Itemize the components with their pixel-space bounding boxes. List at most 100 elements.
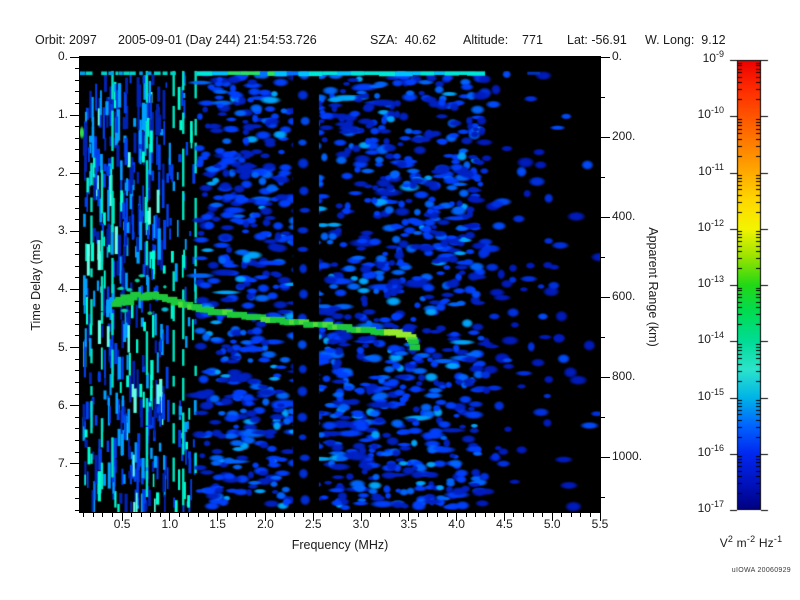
y-axis-tick [70,405,79,407]
x-axis-minor-tick [513,513,515,517]
y-axis-minor-tick [75,149,79,151]
x-axis-minor-tick [188,513,190,517]
x-axis-minor-tick [274,513,276,517]
x-axis-minor-tick [245,513,247,517]
y-axis-minor-tick [75,242,79,244]
x-axis-minor-tick [532,513,534,517]
x-axis-minor-tick [427,513,429,517]
y-axis-minor-tick [75,277,79,279]
x-axis-title: Frequency (MHz) [291,538,389,552]
x-axis-tick [360,513,362,521]
x-axis-tick-label: 0.5 [113,517,131,531]
x-axis-minor-tick [417,513,419,517]
y-axis-minor-tick [75,358,79,360]
colorbar-tick-label: 10-13 [697,274,724,291]
x-axis-minor-tick [92,513,94,517]
x-axis-minor-tick [437,513,438,517]
x-axis-minor-tick [561,513,563,517]
y-axis-tick-label: 6. [57,397,68,412]
header-sza: SZA: 40.62 [370,33,437,47]
x-axis-tick-label: 1.5 [209,517,226,531]
y-axis-tick [70,347,79,349]
y-axis-minor-tick [75,428,79,430]
y2-axis-minor-tick [601,416,605,418]
x-axis-minor-tick [322,513,324,517]
y-axis-tick-label: 7. [57,455,68,470]
x-axis-minor-tick [398,513,400,517]
y2-axis-tick [601,456,610,458]
x-axis-minor-tick [255,513,257,517]
x-axis-minor-tick [112,513,113,517]
y-axis-minor-tick [75,300,79,302]
y2-axis-tick-label: 400. [612,209,636,223]
header-latitude: Lat: -56.91 [567,33,627,47]
x-axis-tick-label: 5.5 [591,517,609,531]
y-axis-minor-tick [75,195,79,197]
x-axis-tick-label: 2.5 [304,517,322,531]
x-axis-minor-tick [331,513,333,517]
y-axis-tick [70,114,79,116]
x-axis-minor-tick [178,513,180,517]
y-axis-minor-tick [75,474,79,476]
y-axis-minor-tick [75,393,79,395]
y-axis-minor-tick [75,486,79,488]
x-axis-minor-tick [494,513,496,517]
x-axis-minor-tick [284,513,286,517]
y-axis-minor-tick [75,265,79,267]
x-axis-minor-tick [83,513,85,517]
y-axis-tick-label: 0. [57,49,68,63]
y-axis-minor-tick [75,254,79,256]
credit-text: uIOWA 20060929 [731,567,791,574]
x-axis-minor-tick [370,513,372,517]
y2-axis-minor-tick [601,96,605,98]
x-axis-tick [503,513,505,521]
header-datetime: 2005-09-01 (Day 244) 21:54:53.726 [118,33,317,47]
y-axis-minor-tick [75,184,79,186]
colorbar-tick-label: 10-11 [698,161,724,178]
x-axis-tick [264,513,266,521]
y2-axis-tick [601,376,610,378]
y2-axis-tick [601,216,610,218]
colorbar-tick-label: 10-16 [697,442,724,459]
x-axis-tick [408,513,410,521]
colorbar-tick-label: 10-10 [697,105,724,122]
x-axis-minor-tick [465,513,467,517]
y2-axis-tick-label: 0. [612,49,623,63]
y-axis-tick [70,56,79,58]
y-axis-tick [70,172,79,174]
y-axis-minor-tick [75,312,79,314]
y-axis-tick-label: 4. [57,281,68,296]
x-axis-minor-tick [131,513,133,517]
y-axis-minor-tick [75,161,79,163]
x-axis-tick [169,513,171,521]
y-axis-minor-tick [75,79,79,81]
x-axis-tick-label: 4.0 [448,517,465,531]
y2-axis-minor-tick [601,496,605,498]
y-axis-tick-label: 3. [57,223,68,238]
y-axis-minor-tick [75,126,79,128]
header-longitude: W. Long: 9.12 [645,33,726,47]
y2-axis-minor-tick [601,176,605,178]
header-altitude: Altitude: 771 [463,33,543,47]
colorbar-tick-label: 10-9 [702,49,724,66]
y2-axis-minor-tick [601,336,605,338]
x-axis-minor-tick [475,513,477,517]
y-axis-minor-tick [75,335,79,337]
x-axis-tick-label: 2.0 [257,517,274,531]
y-axis-tick-label: 1. [57,107,68,122]
x-axis-minor-tick [379,513,381,517]
x-axis-minor-tick [226,513,228,517]
colorbar-units: V2 m-2 Hz-1 [719,534,783,551]
x-axis-tick [121,513,123,521]
y-axis-minor-tick [75,416,79,418]
y-axis-tick [70,230,79,232]
x-axis-tick-label: 3.0 [352,517,370,531]
y2-axis-tick [601,136,610,138]
colorbar-tick-label: 10-17 [697,499,724,516]
x-axis-minor-tick [542,513,544,517]
y-axis-minor-tick [75,451,79,453]
x-axis-minor-tick [207,513,209,517]
x-axis-minor-tick [389,513,391,517]
colorbar-tick-label: 10-12 [697,217,724,234]
x-axis-tick-label: 3.5 [400,517,418,531]
